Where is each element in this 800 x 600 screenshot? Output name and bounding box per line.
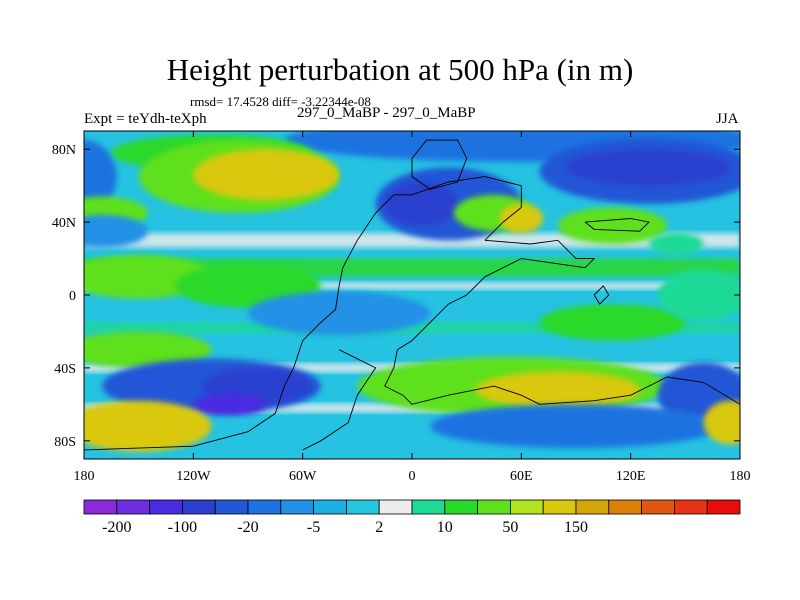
y-tick-label: 80S: [54, 435, 76, 450]
island-outline: [593, 285, 610, 305]
field-region-1: [84, 140, 117, 213]
y-tick-label: 40N: [52, 216, 76, 231]
y-tick-label: 80N: [52, 143, 76, 158]
field-region-19: [658, 269, 740, 321]
colorbar-label: -200: [102, 519, 131, 536]
colorbar-swatch: [608, 499, 642, 515]
colorbar-swatch: [247, 499, 282, 515]
height-field: [84, 131, 740, 459]
field-region-23: [193, 393, 267, 416]
colorbar-label: 10: [437, 519, 453, 536]
field-region-17: [248, 291, 431, 336]
chart-title: Height perturbation at 500 hPa (in m): [166, 52, 634, 87]
field-region-8: [84, 214, 148, 248]
x-tick-label: 60E: [510, 469, 533, 484]
field-region-6: [566, 149, 731, 186]
colorbar-label: -20: [237, 519, 258, 536]
x-tick-label: 60W: [289, 469, 317, 484]
greenland-outline: [411, 139, 468, 190]
x-tick-label: 180: [730, 469, 751, 484]
field-band-1: [84, 282, 740, 290]
colorbar-swatch: [509, 499, 544, 515]
colorbar-swatch: [181, 499, 216, 515]
colorbar-label: -100: [168, 519, 197, 536]
y-tick-label: 0: [69, 289, 76, 304]
colorbar-swatch: [542, 499, 577, 515]
field-region-13: [557, 207, 668, 244]
colorbar-label: 50: [502, 519, 518, 536]
field-region-4: [193, 149, 340, 201]
colorbar-swatch: [280, 499, 314, 515]
colorbar-swatch: [313, 499, 347, 515]
colorbar-swatch: [575, 499, 610, 515]
colorbar-swatch: [444, 499, 478, 515]
colorbar-swatch: [706, 499, 741, 515]
colorbar-swatch: [116, 499, 151, 515]
colorbar-swatch: [411, 499, 446, 515]
field-region-18: [539, 304, 686, 341]
colorbar-swatch: [214, 499, 249, 515]
x-tick-label: 120W: [176, 469, 211, 484]
colorbar-swatch: [83, 499, 118, 515]
field-region-29: [703, 400, 740, 445]
colorbar-swatch: [149, 499, 183, 515]
field-band-2: [84, 322, 740, 334]
eurasia-outline: [384, 239, 740, 405]
field-region-12: [499, 203, 544, 234]
japan-outline: [584, 218, 650, 232]
north-america-outline: [84, 176, 522, 451]
field-region-28: [430, 404, 722, 449]
axes: 180 120W 60W 0 60E 120E 180 80N 40N 0 40S 80S: [52, 131, 751, 484]
field-region-25: [475, 371, 640, 408]
experiment-label: Expt = teYdh-teXph: [84, 111, 207, 127]
colorbar-swatch: [378, 499, 413, 515]
colorbar: -200 -100 -20 -5 2 10 50 150: [83, 499, 741, 536]
season-label: JJA: [716, 111, 739, 127]
colorbar-label: 2: [375, 519, 383, 536]
y-tick-label: 40S: [54, 362, 76, 377]
colorbar-swatch: [345, 499, 380, 515]
x-tick-label: 180: [74, 469, 95, 484]
colorbar-label: 150: [564, 519, 588, 536]
case-label: 297_0_MaBP - 297_0_MaBP: [297, 105, 476, 121]
rmsd-diff-stats: rmsd= 17.4528 diff= -3.22344e-08: [190, 94, 371, 109]
colorbar-label: -5: [307, 519, 320, 536]
continent-outlines: [84, 139, 740, 451]
colorbar-swatch: [641, 499, 675, 515]
field-region-27: [84, 400, 212, 452]
south-america-outline: [302, 349, 377, 451]
field-region-14: [648, 233, 704, 255]
colorbar-swatch: [674, 499, 708, 515]
field-region-20: [84, 331, 212, 368]
field-region-10: [384, 182, 458, 226]
colorbar-swatch: [477, 499, 511, 515]
x-tick-label: 0: [409, 469, 416, 484]
x-tick-label: 120E: [616, 469, 646, 484]
